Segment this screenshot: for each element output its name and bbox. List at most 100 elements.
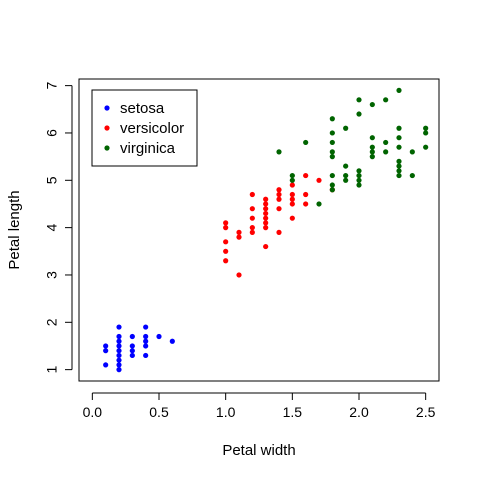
point-setosa <box>116 348 122 354</box>
point-versicolor <box>263 206 269 212</box>
point-virginica <box>343 125 349 131</box>
point-versicolor <box>263 210 269 217</box>
point-virginica <box>409 172 415 179</box>
point-virginica <box>396 87 402 93</box>
plot-frame <box>78 78 440 382</box>
point-virginica <box>396 168 402 174</box>
point-virginica <box>329 154 335 160</box>
y-tick-label: 7 <box>44 82 60 90</box>
point-virginica <box>396 172 402 179</box>
point-setosa <box>116 352 122 359</box>
y-tick-label: 2 <box>44 318 60 326</box>
x-tick-label: 0.0 <box>83 404 103 420</box>
point-versicolor <box>263 225 269 231</box>
point-versicolor <box>276 206 282 212</box>
point-setosa <box>129 348 135 354</box>
y-tick-label: 4 <box>44 224 60 232</box>
point-versicolor <box>289 215 295 221</box>
point-versicolor <box>249 225 255 231</box>
point-versicolor <box>223 239 229 245</box>
point-versicolor <box>303 191 309 198</box>
y-tick-label: 3 <box>44 271 60 279</box>
point-virginica <box>409 149 415 155</box>
point-versicolor <box>276 229 282 235</box>
point-versicolor <box>263 215 269 221</box>
point-virginica <box>396 144 402 150</box>
point-virginica <box>369 149 375 155</box>
point-virginica <box>396 163 402 169</box>
point-virginica <box>343 172 349 179</box>
y-tick-label: 5 <box>44 176 60 184</box>
point-virginica <box>343 177 349 183</box>
point-versicolor <box>316 177 322 183</box>
point-versicolor <box>223 220 229 226</box>
y-tick-label: 6 <box>44 129 60 137</box>
point-virginica <box>356 97 362 103</box>
point-versicolor <box>236 272 242 278</box>
point-versicolor <box>276 187 282 193</box>
point-versicolor <box>276 196 282 202</box>
point-setosa <box>116 343 122 349</box>
point-virginica <box>423 125 429 131</box>
point-versicolor <box>303 201 309 207</box>
point-setosa <box>116 367 122 373</box>
point-virginica <box>369 154 375 160</box>
point-versicolor <box>249 229 255 235</box>
legend: setosa versicolor virginica <box>91 89 198 167</box>
point-setosa <box>129 352 135 359</box>
point-virginica <box>423 130 429 136</box>
x-tick-label: 2.5 <box>416 404 436 420</box>
point-versicolor <box>236 229 242 235</box>
point-virginica <box>356 177 362 183</box>
point-virginica <box>383 139 389 146</box>
point-setosa <box>156 333 162 340</box>
point-versicolor <box>249 191 255 198</box>
x-tick-label: 1.5 <box>283 404 303 420</box>
x-tick-label: 1.0 <box>216 404 236 420</box>
series-versicolor <box>223 172 335 278</box>
point-setosa <box>116 338 122 344</box>
point-virginica <box>343 163 349 169</box>
point-virginica <box>396 158 402 164</box>
x-axis-title: Petal width <box>222 442 295 459</box>
data-points <box>103 87 429 373</box>
x-tick-label: 2.0 <box>349 404 369 420</box>
point-setosa <box>143 324 149 330</box>
point-versicolor <box>263 201 269 207</box>
series-virginica <box>276 87 429 207</box>
series-setosa <box>103 324 175 373</box>
point-versicolor <box>289 201 295 207</box>
point-virginica <box>356 172 362 179</box>
point-setosa <box>116 333 122 340</box>
point-virginica <box>316 201 322 207</box>
point-versicolor <box>263 220 269 226</box>
y-tick-label: 1 <box>44 366 60 374</box>
point-virginica <box>276 149 282 155</box>
point-setosa <box>103 348 109 354</box>
point-virginica <box>356 168 362 174</box>
point-versicolor <box>223 248 229 254</box>
point-virginica <box>289 177 295 183</box>
point-versicolor <box>263 243 269 250</box>
point-setosa <box>116 362 122 368</box>
point-virginica <box>303 139 309 146</box>
point-virginica <box>369 144 375 150</box>
point-setosa <box>143 352 149 359</box>
point-setosa <box>169 338 175 344</box>
point-setosa <box>129 333 135 340</box>
legend-label-setosa: setosa <box>120 100 165 117</box>
point-virginica <box>369 135 375 141</box>
point-virginica <box>329 116 335 122</box>
point-setosa <box>129 343 135 349</box>
point-virginica <box>396 125 402 131</box>
point-setosa <box>116 324 122 330</box>
y-axis-title: Petal length <box>6 190 23 269</box>
point-virginica <box>383 149 389 155</box>
legend-label-virginica: virginica <box>120 140 176 157</box>
point-versicolor <box>276 191 282 198</box>
point-virginica <box>289 172 295 179</box>
point-virginica <box>329 149 335 155</box>
point-setosa <box>103 362 109 368</box>
x-axis: 0.0 0.5 1.0 1.5 2.0 2.5 <box>83 392 436 420</box>
